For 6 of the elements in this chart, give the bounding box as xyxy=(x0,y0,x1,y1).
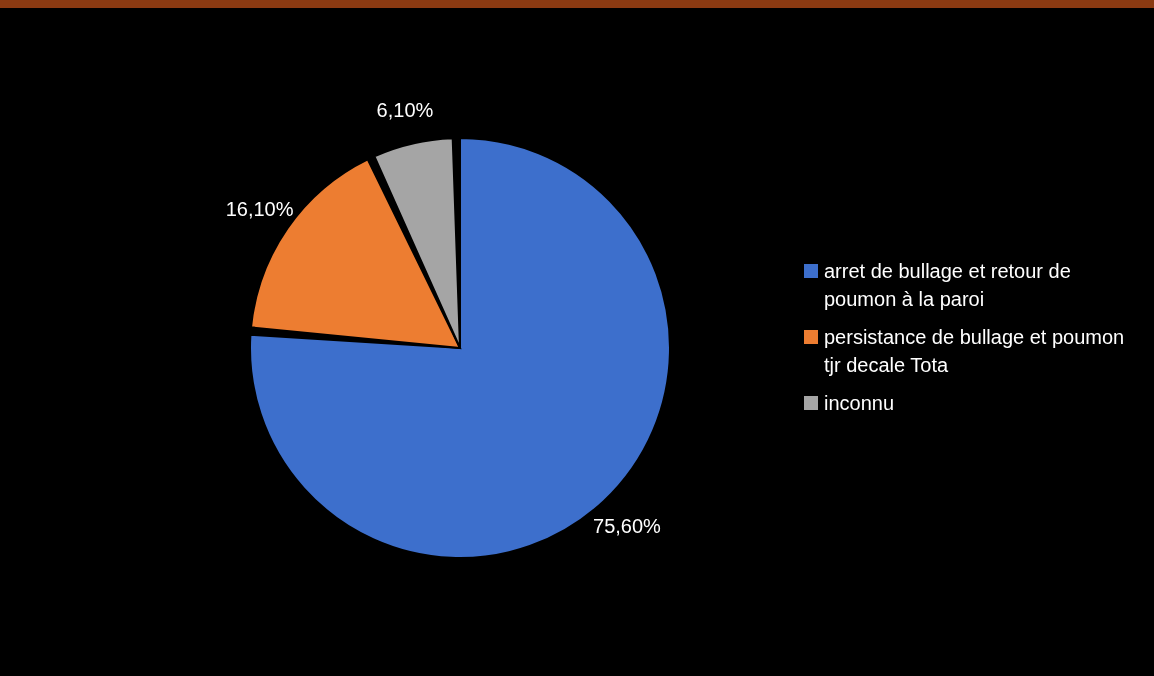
data-label: 6,10% xyxy=(376,99,434,122)
data-label: 75,60% xyxy=(593,514,662,537)
legend-label: arret de bullage et retour de poumon à la paroi xyxy=(824,259,1072,312)
legend-label: inconnu xyxy=(824,391,895,416)
legend-label: persistance de bullage et poumon tjr decale Tota xyxy=(824,325,1126,378)
data-label: 16,10% xyxy=(225,197,294,220)
